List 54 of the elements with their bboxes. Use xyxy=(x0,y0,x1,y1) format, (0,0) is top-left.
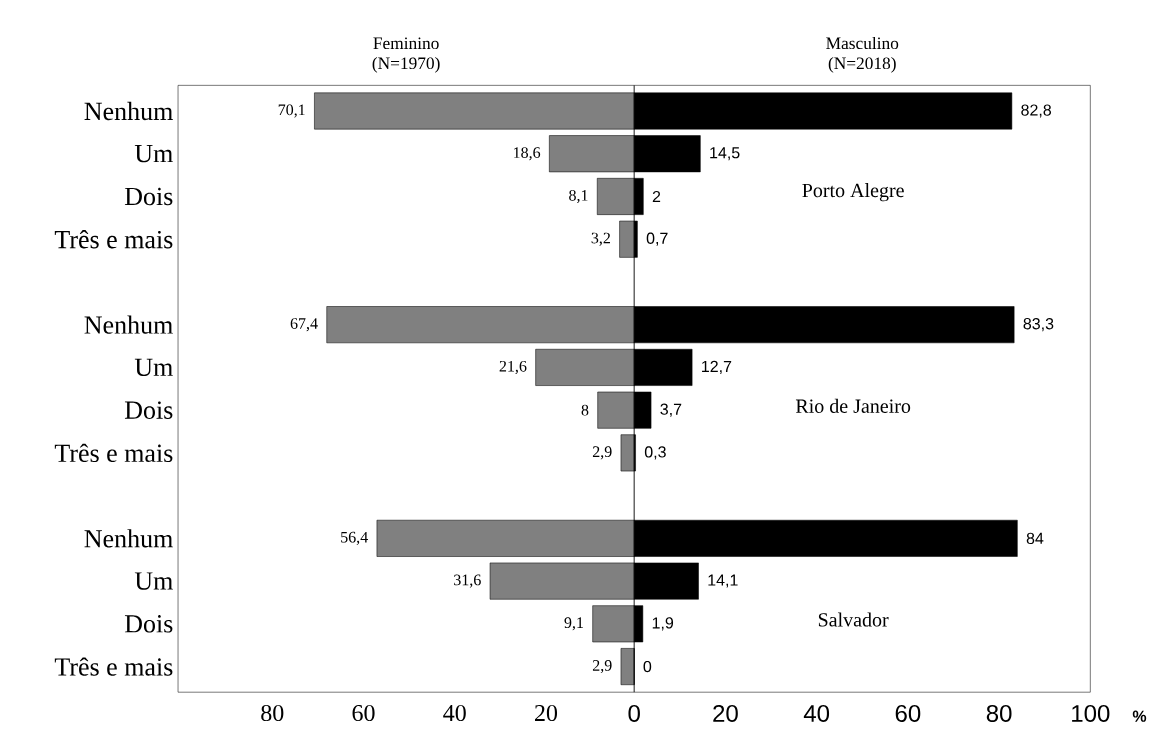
data-label: 82,8 xyxy=(1021,104,1052,118)
data-label: 67,4 xyxy=(290,318,318,332)
series-label: Feminino (N=1970) xyxy=(372,37,440,73)
data-label: 2,9 xyxy=(592,446,612,460)
y-tick-label: Nenhum xyxy=(84,529,173,548)
x-tick-label: 20 xyxy=(535,704,558,722)
data-label: 21,6 xyxy=(499,360,527,375)
y-tick-label: Dois xyxy=(124,187,173,206)
x-tick-label: 60 xyxy=(352,704,375,722)
x-tick-label: 80 xyxy=(261,704,284,722)
bar xyxy=(620,434,635,472)
data-label: 3,7 xyxy=(660,403,682,417)
data-label: 2 xyxy=(652,190,661,203)
data-label: 18,6 xyxy=(514,147,541,161)
x-tick-label: 20 xyxy=(713,704,738,722)
y-tick-label: Nenhum xyxy=(84,101,173,121)
y-tick-label: Dois xyxy=(124,401,173,419)
y-tick-label: Nenhum xyxy=(84,315,173,334)
y-tick-label: Um xyxy=(134,145,173,163)
data-label: 70,1 xyxy=(278,104,305,118)
data-label: 8 xyxy=(581,404,589,416)
data-label: 0,3 xyxy=(644,446,666,460)
data-label: 31,6 xyxy=(454,574,481,588)
y-tick-label: Um xyxy=(134,572,173,590)
annotation: Salvador xyxy=(818,612,889,627)
data-label: 56,4 xyxy=(341,531,368,545)
y-tick-label: Três e mais xyxy=(54,443,173,463)
series-label: Masculino (N=2018) xyxy=(826,36,899,73)
data-label: 14,5 xyxy=(710,147,740,161)
y-tick-label: Dois xyxy=(124,615,173,633)
data-label: 9,1 xyxy=(564,617,584,631)
data-label: 12,7 xyxy=(702,360,732,375)
x-tick-label: 40 xyxy=(443,704,466,722)
x-tick-label: 40 xyxy=(803,704,830,722)
data-label: 1,9 xyxy=(652,617,674,631)
y-tick-label: Três e mais xyxy=(54,230,173,249)
data-label: 0 xyxy=(643,660,652,673)
data-label: 2,9 xyxy=(592,660,612,674)
bar xyxy=(620,648,635,686)
data-label: 3,2 xyxy=(591,232,610,246)
data-label: 83,3 xyxy=(1023,318,1054,332)
y-tick-label: Três e mais xyxy=(54,657,173,676)
x-tick-label: 100 xyxy=(1072,704,1110,722)
data-label: 84 xyxy=(1026,532,1044,545)
annotation: Rio de Janeiro xyxy=(795,398,911,413)
data-label: 8,1 xyxy=(569,189,588,204)
data-label: 14,1 xyxy=(708,574,738,588)
x-tick-label: 0 xyxy=(628,704,640,722)
annotation: Porto Alegre xyxy=(802,183,904,202)
x-axis-title: % xyxy=(1132,710,1147,722)
data-label: 0,7 xyxy=(646,232,668,246)
x-tick-label: 60 xyxy=(895,704,921,722)
x-tick-label: 80 xyxy=(986,704,1012,722)
y-tick-label: Um xyxy=(134,358,173,377)
